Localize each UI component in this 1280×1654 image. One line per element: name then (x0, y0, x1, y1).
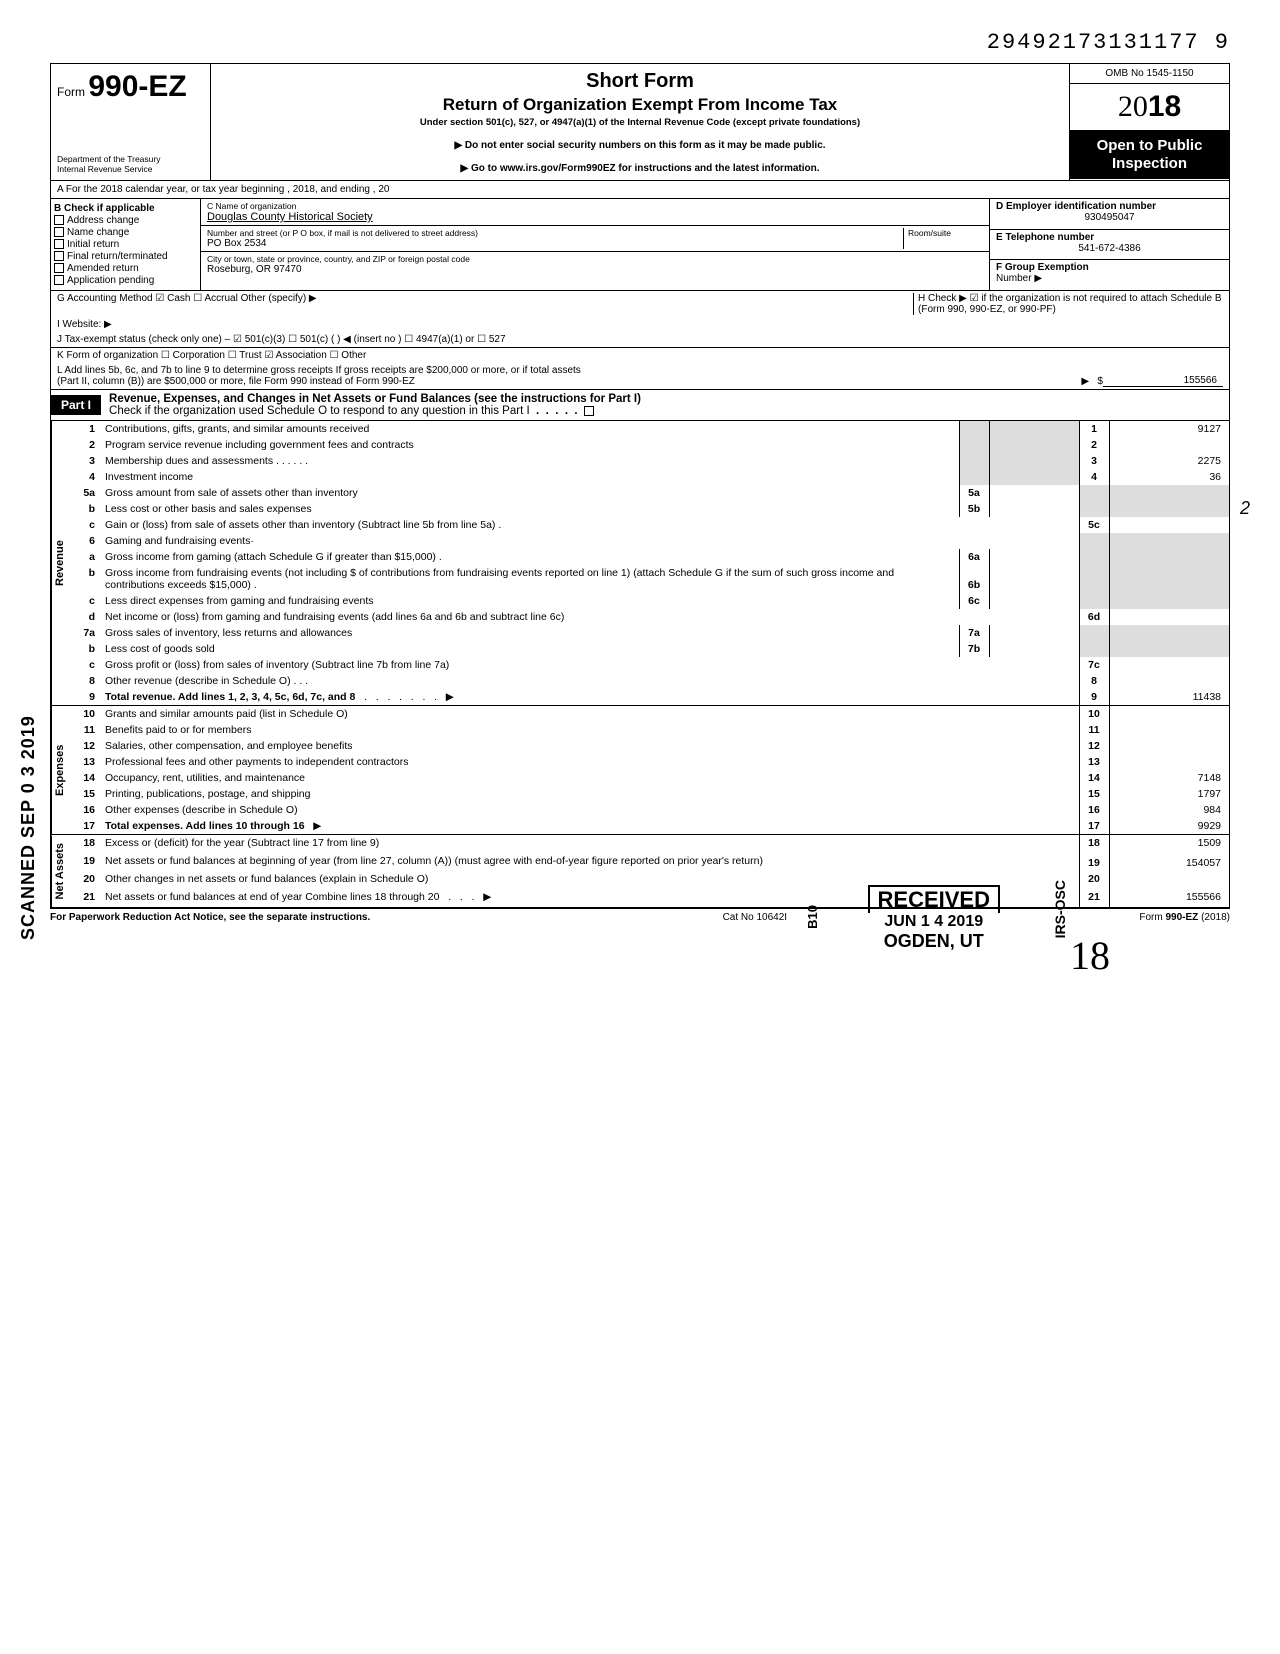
line-9: Total revenue. Add lines 1, 2, 3, 4, 5c,… (101, 689, 1079, 705)
line-15: Printing, publications, postage, and shi… (101, 786, 1079, 802)
line-6: Gaming and fundraising events· (101, 533, 1079, 549)
entity-info-block: B Check if applicable Address change Nam… (50, 199, 1230, 291)
line-16: Other expenses (describe in Schedule O) (101, 802, 1079, 818)
line-3: Membership dues and assessments . . . . … (101, 453, 959, 469)
line-20: Other changes in net assets or fund bala… (101, 871, 1079, 889)
tax-year: 2018 (1070, 84, 1229, 131)
cb-application-pending[interactable] (54, 275, 64, 285)
ssn-note: ▶ Do not enter social security numbers o… (221, 140, 1059, 151)
row-l-value: 155566 (1103, 375, 1223, 387)
org-name: Douglas County Historical Society (207, 211, 983, 223)
omb-number: OMB No 1545-1150 (1070, 64, 1229, 84)
city-state-zip: Roseburg, OR 97470 (207, 264, 983, 275)
row-l-2: (Part II, column (B)) are $500,000 or mo… (57, 376, 415, 387)
street-address: PO Box 2534 (207, 238, 903, 249)
line-5c: Gain or (loss) from sale of assets other… (101, 517, 1079, 533)
form-number: Form 990-EZ (57, 70, 204, 104)
line-5b: Less cost or other basis and sales expen… (101, 501, 959, 517)
section-revenue-label: Revenue (51, 421, 75, 705)
line-14: Occupancy, rent, utilities, and maintena… (101, 770, 1079, 786)
cb-schedule-o[interactable] (584, 406, 594, 416)
line-6b: Gross income from fundraising events (no… (101, 565, 959, 593)
line-2: Program service revenue including govern… (101, 437, 959, 453)
row-l-1: L Add lines 5b, 6c, and 7b to line 9 to … (57, 365, 1103, 376)
dept-treasury: Department of the Treasury Internal Reve… (57, 154, 204, 174)
col-b-checkboxes: B Check if applicable Address change Nam… (51, 199, 201, 290)
phone: 541-672-4386 (996, 243, 1223, 254)
line-19: Net assets or fund balances at beginning… (101, 853, 1079, 871)
line-8: Other revenue (describe in Schedule O) .… (101, 673, 1079, 689)
cb-amended-return[interactable] (54, 263, 64, 273)
col-d-ein-phone: D Employer identification number 9304950… (989, 199, 1229, 290)
row-i-website: I Website: ▶ (51, 317, 1229, 332)
line-17: Total expenses. Add lines 10 through 16 … (101, 818, 1079, 834)
ein: 930495047 (996, 212, 1223, 223)
cb-address-change[interactable] (54, 215, 64, 225)
website-note: ▶ Go to www.irs.gov/Form990EZ for instru… (221, 163, 1059, 174)
form-title-full: Return of Organization Exempt From Incom… (221, 95, 1059, 115)
part-1-header: Part I Revenue, Expenses, and Changes in… (50, 390, 1230, 421)
section-expenses-label: Expenses (51, 706, 75, 834)
scanned-stamp: SCANNED SEP 0 3 2019 (18, 715, 39, 940)
row-h-schedule-b: H Check ▶ ☑ if the organization is not r… (913, 293, 1223, 315)
meta-rows: G Accounting Method ☑ Cash ☐ Accrual Oth… (50, 291, 1230, 390)
line-12: Salaries, other compensation, and employ… (101, 738, 1079, 754)
margin-note-2: 2 (1240, 498, 1250, 519)
cb-initial-return[interactable] (54, 239, 64, 249)
signature-initials: 18 (50, 932, 1230, 979)
line-13: Professional fees and other payments to … (101, 754, 1079, 770)
open-to-public: Open to PublicInspection (1070, 131, 1229, 179)
col-c-name-address: C Name of organization Douglas County Hi… (201, 199, 989, 290)
page-id-number: 29492173131177 9 (50, 30, 1230, 55)
line-7c: Gross profit or (loss) from sales of inv… (101, 657, 1079, 673)
section-netassets-label: Net Assets (51, 835, 75, 907)
line-6d: Net income or (loss) from gaming and fun… (101, 609, 1079, 625)
line-6a: Gross income from gaming (attach Schedul… (101, 549, 959, 565)
cb-final-return[interactable] (54, 251, 64, 261)
line-4: Investment income (101, 469, 959, 485)
irs-osc-stamp: IRS-OSC (1052, 880, 1068, 938)
line-5a: Gross amount from sale of assets other t… (101, 485, 959, 501)
line-10: Grants and similar amounts paid (list in… (101, 706, 1079, 722)
line-1: Contributions, gifts, grants, and simila… (101, 421, 959, 437)
form-title-short: Short Form (221, 70, 1059, 93)
form-subtitle: Under section 501(c), 527, or 4947(a)(1)… (221, 117, 1059, 128)
line-18: Excess or (deficit) for the year (Subtra… (101, 835, 1079, 853)
form-header: Form 990-EZ Department of the Treasury I… (50, 63, 1230, 181)
line-21: Net assets or fund balances at end of ye… (101, 889, 1079, 907)
line-11: Benefits paid to or for members (101, 722, 1079, 738)
line-7a: Gross sales of inventory, less returns a… (101, 625, 959, 641)
row-j-tax-status: J Tax-exempt status (check only one) – ☑… (51, 332, 1229, 347)
line-6c: Less direct expenses from gaming and fun… (101, 593, 959, 609)
row-g-accounting: G Accounting Method ☑ Cash ☐ Accrual Oth… (57, 293, 913, 315)
cb-name-change[interactable] (54, 227, 64, 237)
row-k-org-form: K Form of organization ☐ Corporation ☐ T… (51, 347, 1229, 363)
line-7b: Less cost of goods sold (101, 641, 959, 657)
b10-stamp: B10 (805, 905, 820, 929)
line-a-calendar-year: A For the 2018 calendar year, or tax yea… (50, 181, 1230, 199)
